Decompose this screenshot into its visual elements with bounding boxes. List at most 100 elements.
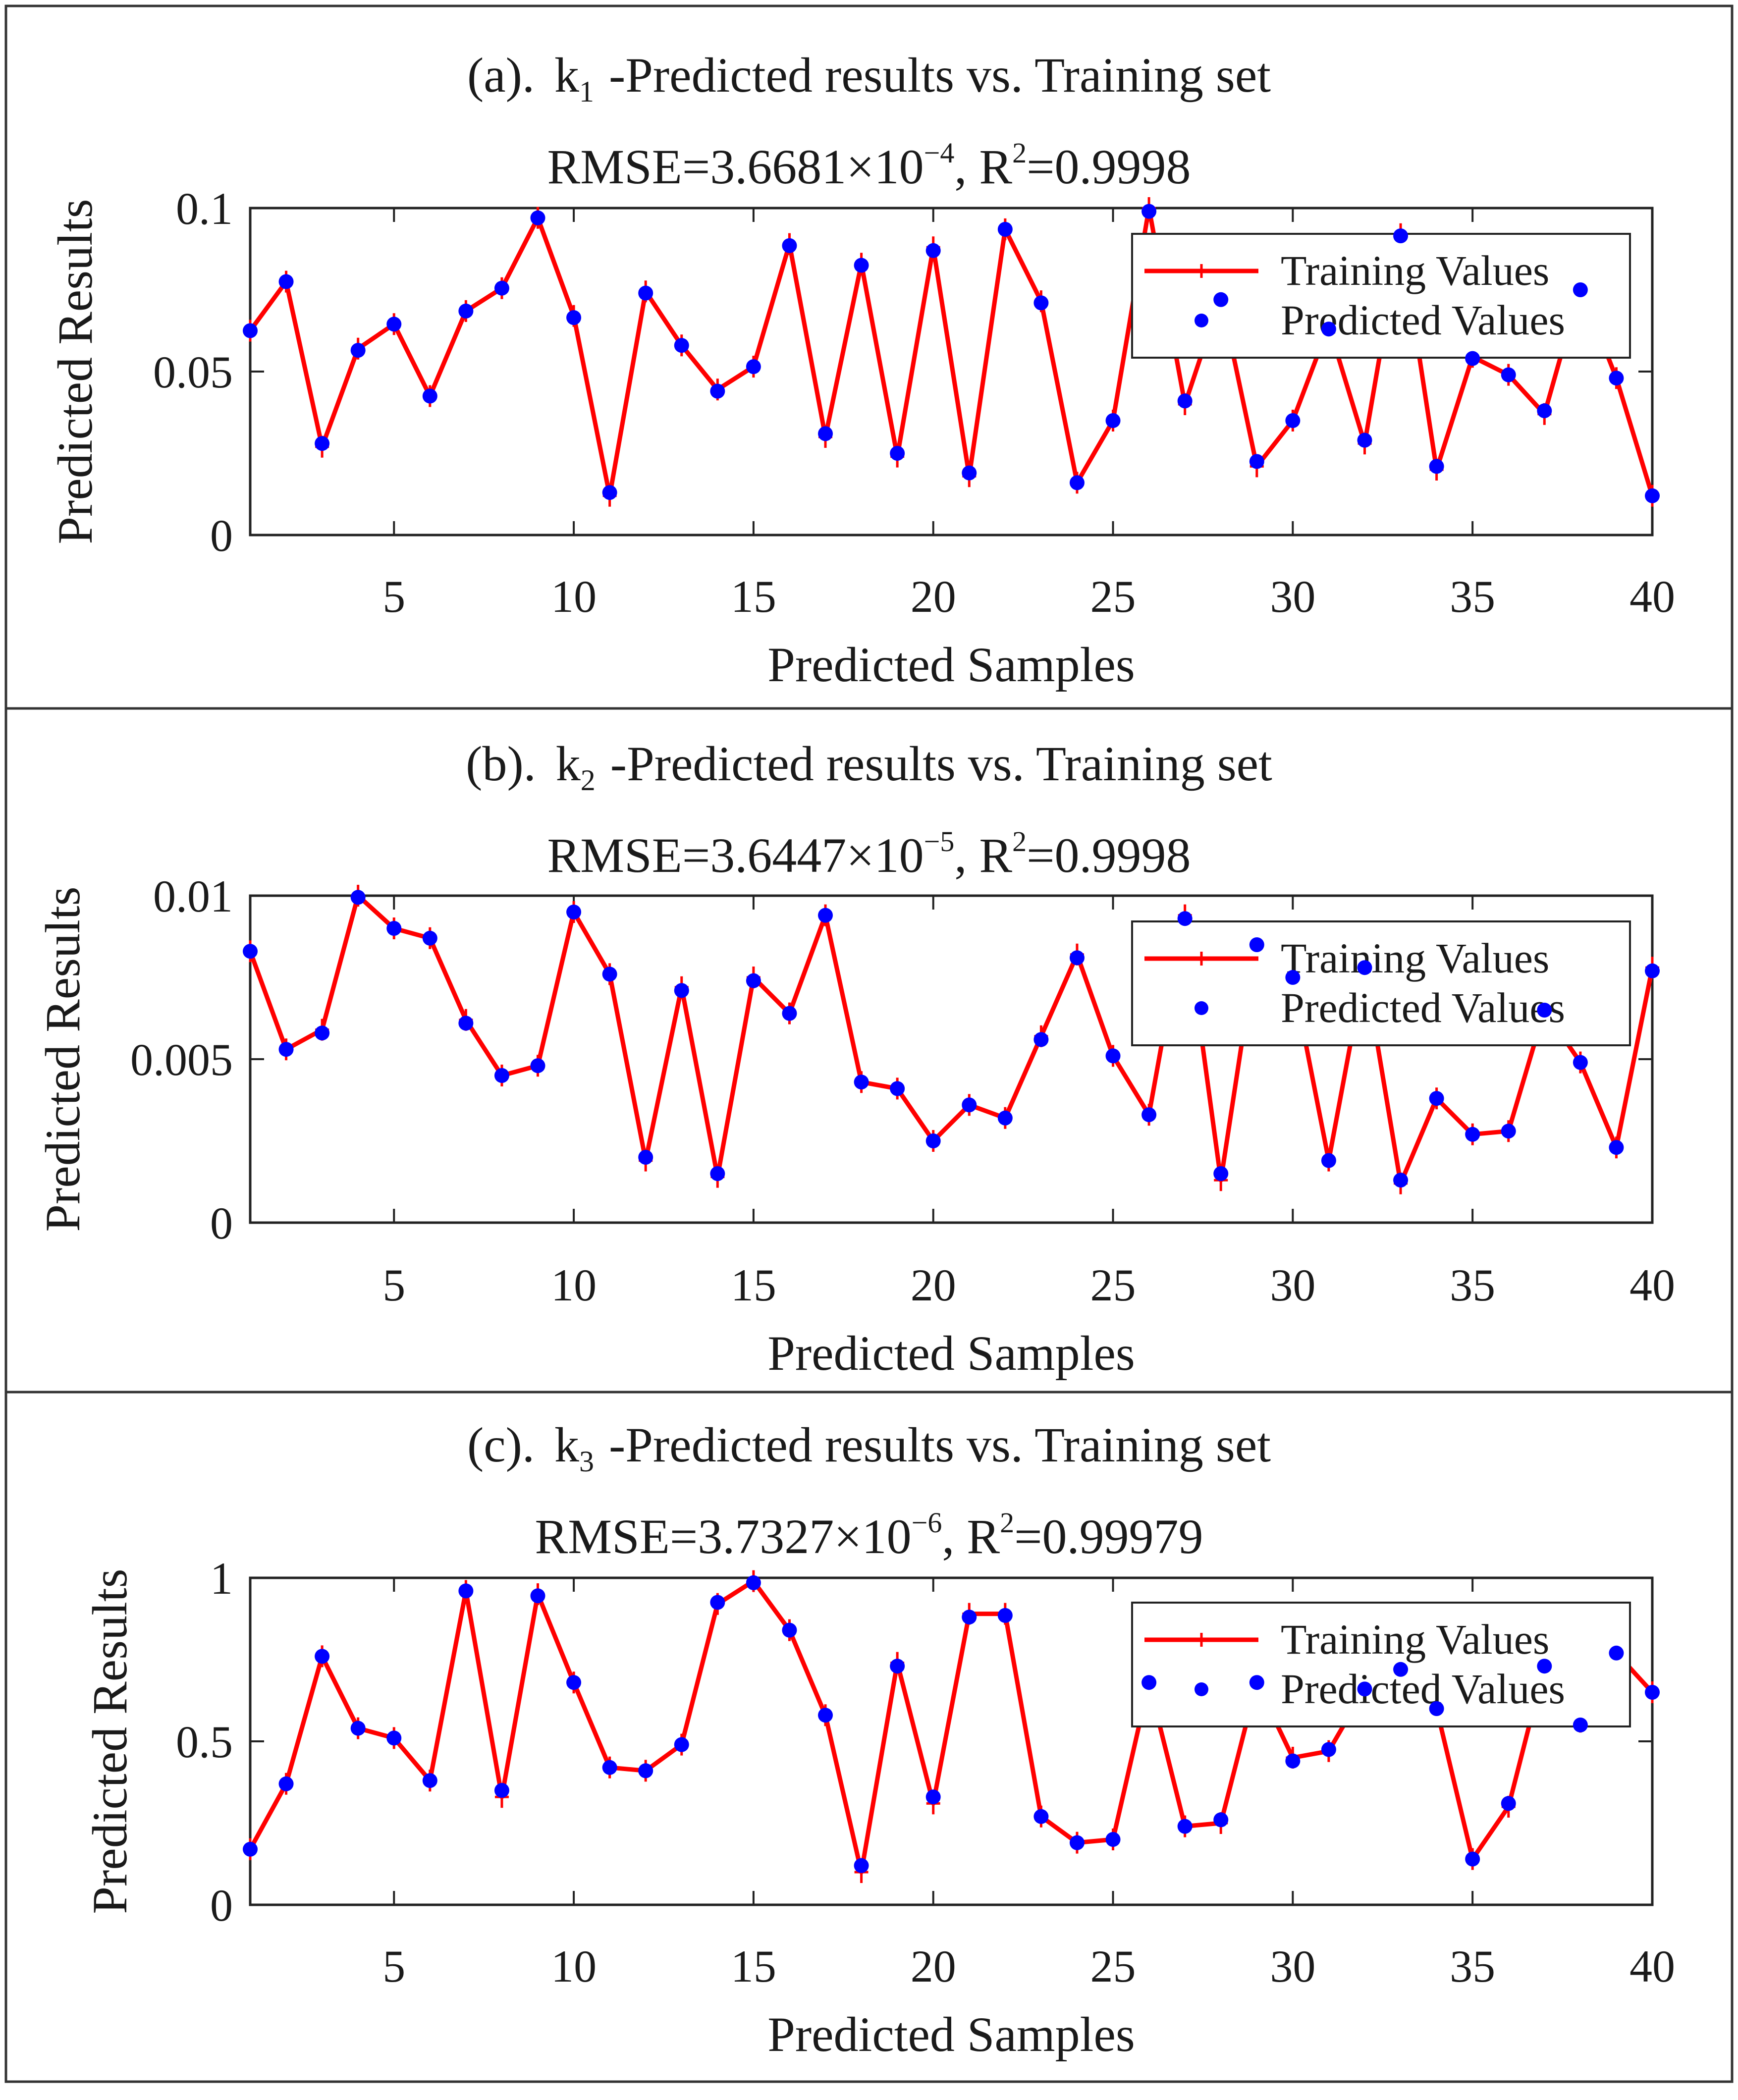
y-tick-label: 0.05 [153, 347, 233, 397]
x-axis-label: Predicted Samples [767, 2007, 1135, 2062]
figure-border [4, 4, 1734, 2083]
predicted-point [602, 967, 617, 982]
predicted-point [818, 908, 833, 923]
training-series-line [248, 893, 1655, 1186]
x-tick-label: 30 [1270, 1260, 1315, 1310]
predicted-point [1429, 459, 1444, 474]
predicted-point [782, 1622, 797, 1638]
predicted-point [1249, 1675, 1264, 1690]
k-symbol: k [556, 736, 581, 791]
x-tick-label: 20 [911, 571, 956, 622]
x-tick-label: 35 [1450, 1941, 1495, 1992]
predicted-point [1537, 403, 1552, 419]
x-tick-label: 35 [1450, 571, 1495, 622]
predicted-point [494, 1783, 509, 1798]
r2-value: =0.99979 [1014, 1509, 1203, 1564]
predicted-point [1465, 1127, 1480, 1142]
predicted-point [1645, 1685, 1660, 1700]
predicted-point [243, 323, 258, 338]
k-subscript: 3 [579, 1445, 594, 1478]
predicted-point [530, 1058, 545, 1074]
legend-predicted-swatch [1195, 1001, 1208, 1015]
predicted-point [1645, 488, 1660, 503]
y-tick-label: 0.01 [153, 871, 233, 921]
predicted-point [458, 1583, 474, 1599]
rmse-exponent: −4 [924, 137, 955, 169]
r2-label: , R [942, 1509, 1000, 1564]
predicted-point [890, 1081, 905, 1096]
predicted-point [1321, 322, 1336, 337]
predicted-point [782, 1006, 797, 1021]
chart-panel-3: (c). k3 -Predicted results vs. Training se… [6, 1391, 1732, 2062]
predicted-point [710, 383, 725, 399]
predicted-point [422, 1773, 437, 1788]
predicted-point [350, 890, 366, 905]
x-tick-label: 30 [1270, 1941, 1315, 1992]
predicted-point [243, 944, 258, 959]
predicted-point [1501, 367, 1516, 382]
predicted-point [1393, 1173, 1409, 1188]
x-tick-label: 15 [731, 1260, 776, 1310]
predicted-point [1357, 960, 1372, 975]
predicted-point [566, 905, 582, 919]
predicted-point [1141, 1675, 1157, 1690]
predicted-point [1033, 1032, 1049, 1047]
predicted-point [710, 1166, 725, 1181]
y-axis-label: Predicted Results [82, 1568, 137, 1914]
y-tick-label: 0 [210, 1880, 233, 1931]
predicted-point [746, 973, 761, 988]
predicted-point [530, 1588, 545, 1604]
predicted-point [386, 921, 402, 936]
x-tick-label: 25 [1090, 571, 1136, 622]
r2-label: , R [954, 828, 1012, 883]
predicted-point [1357, 432, 1372, 448]
r2-value: =0.9998 [1027, 139, 1191, 194]
predicted-point [1213, 1812, 1229, 1828]
legend-predicted-swatch [1195, 1682, 1208, 1696]
predicted-point [494, 280, 509, 296]
x-tick-label: 40 [1629, 1260, 1675, 1310]
predicted-point [1069, 950, 1085, 966]
predicted-point [1573, 1718, 1588, 1732]
chart-metrics: RMSE=3.6681×10−4, R2=0.9998 [547, 137, 1191, 194]
legend-box [1131, 920, 1631, 1046]
y-tick-label: 0.5 [176, 1717, 233, 1767]
k-symbol: k [554, 48, 579, 103]
predicted-point [1249, 937, 1264, 952]
predicted-point [1033, 1809, 1049, 1824]
x-tick-label: 10 [551, 1941, 597, 1992]
r2-exponent: 2 [1012, 137, 1027, 169]
rmse-text: RMSE=3.6447×10 [547, 828, 924, 883]
predicted-point [1393, 228, 1409, 244]
predicted-point [1141, 204, 1157, 219]
predicted-point [1501, 1796, 1516, 1811]
predicted-point [1069, 1835, 1085, 1850]
predicted-point [1105, 1048, 1121, 1064]
predicted-point [602, 485, 617, 500]
predicted-point [315, 1649, 330, 1664]
x-tick-label: 5 [382, 571, 405, 622]
predicted-point [1321, 1153, 1336, 1168]
predicted-point [782, 238, 797, 253]
x-tick-label: 10 [551, 571, 597, 622]
x-tick-label: 40 [1629, 571, 1675, 622]
predicted-point [458, 1016, 474, 1031]
predicted-point [1213, 1166, 1229, 1181]
x-tick-label: 40 [1629, 1941, 1675, 1992]
predicted-point [386, 1730, 402, 1746]
predicted-point [674, 338, 689, 353]
predicted-point [1609, 1645, 1624, 1661]
predicted-point [1213, 292, 1229, 307]
predicted-point [854, 258, 869, 273]
predicted-point [1321, 1742, 1336, 1757]
predicted-point [962, 1610, 977, 1625]
legend-training-label: Training Values [1281, 247, 1549, 294]
predicted-point [1105, 1832, 1121, 1847]
predicted-point [1573, 1055, 1588, 1070]
y-tick-label: 0 [210, 1198, 233, 1248]
predicted-point [854, 1858, 869, 1873]
predicted-point [566, 1675, 582, 1690]
predicted-point [1609, 371, 1624, 386]
